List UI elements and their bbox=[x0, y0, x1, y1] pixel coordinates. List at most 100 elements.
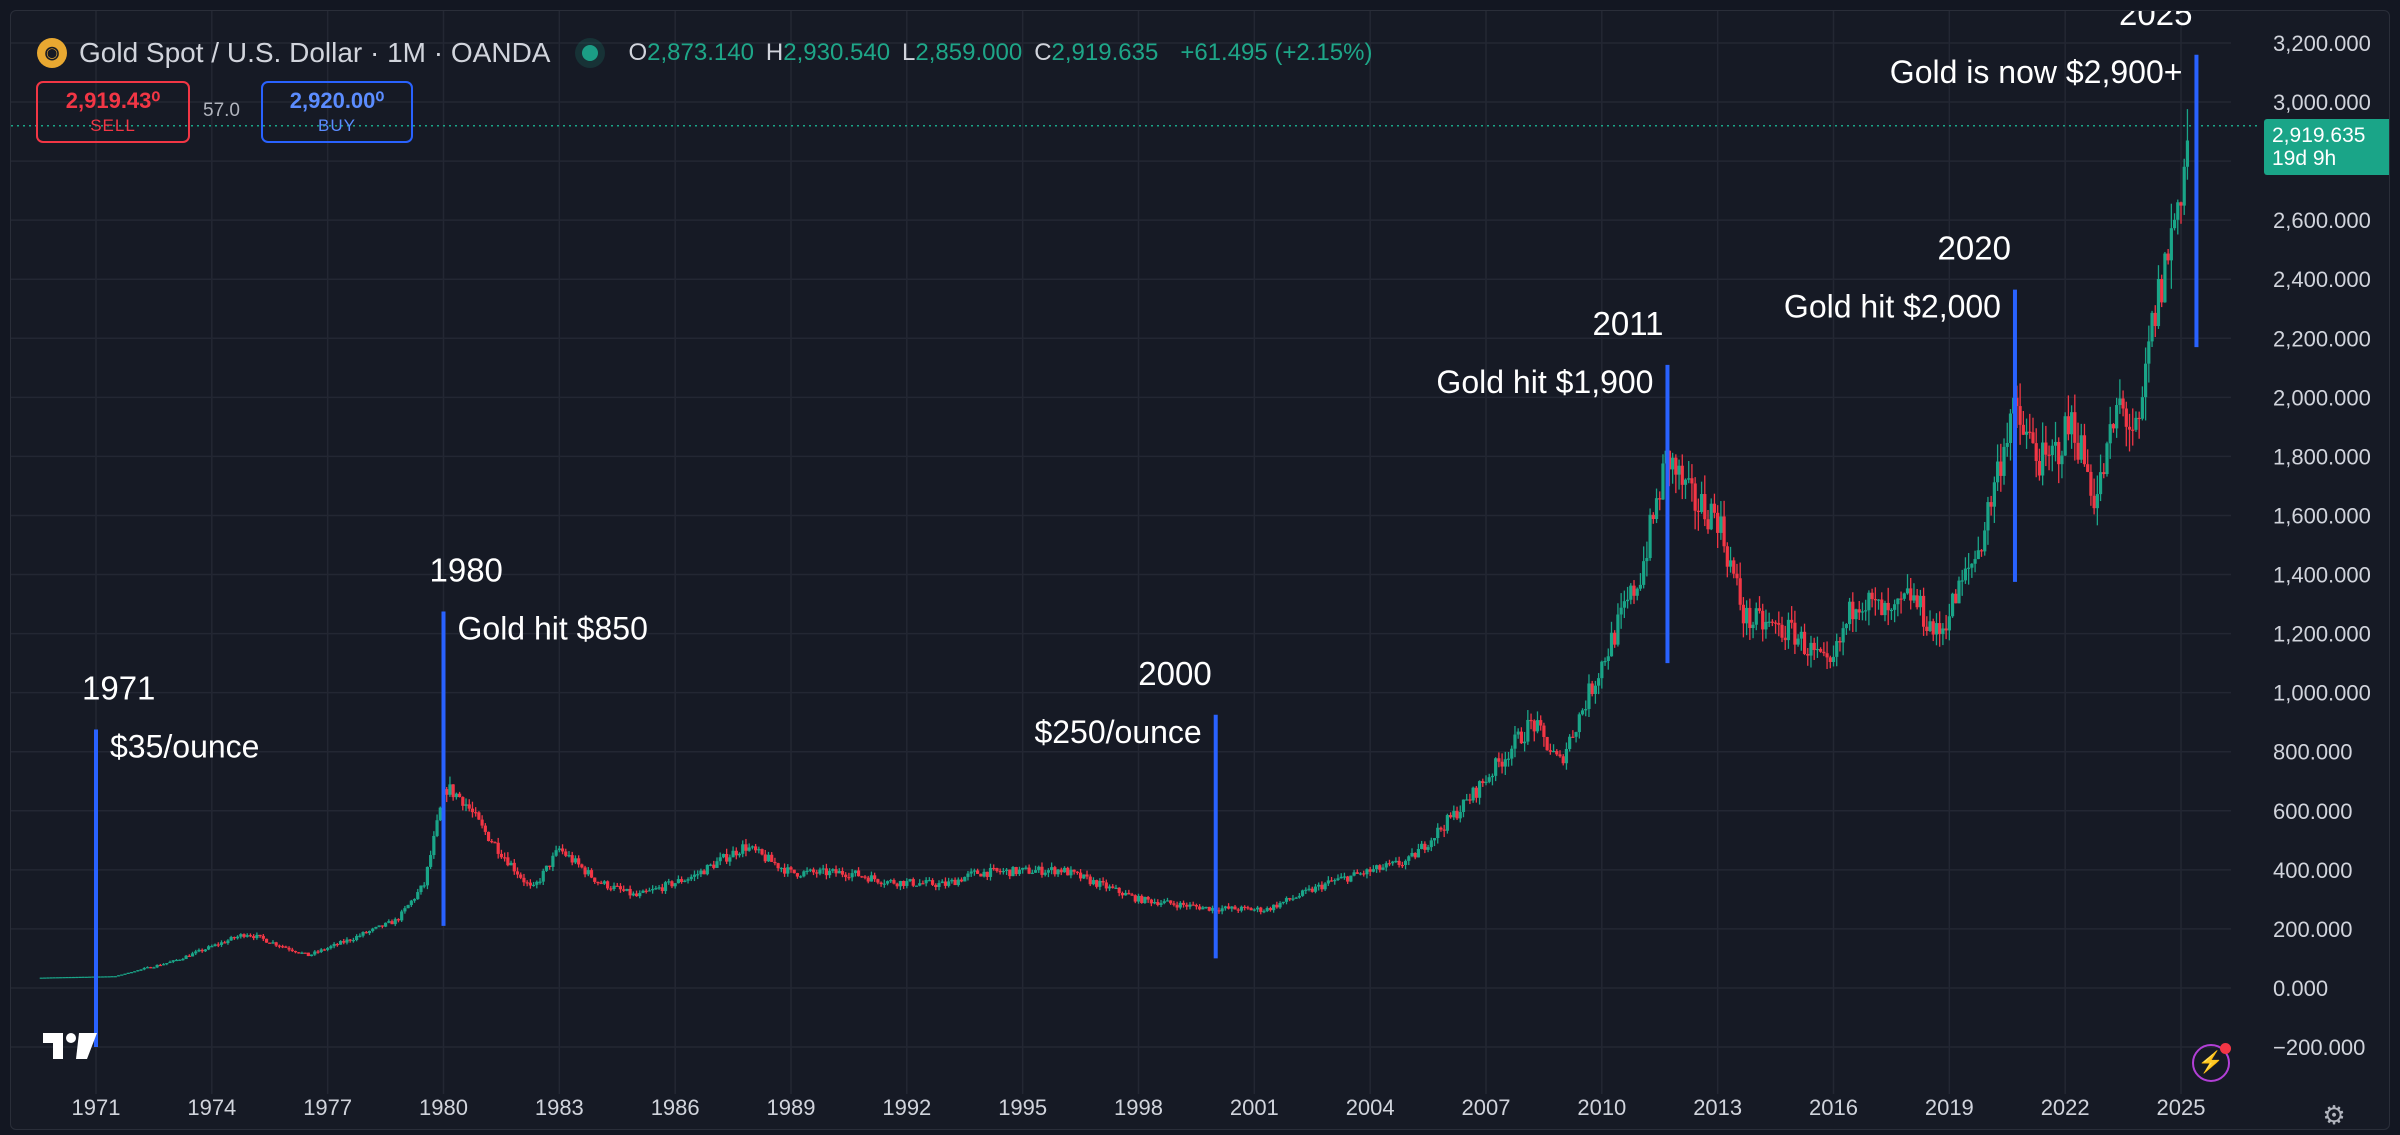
candle-body bbox=[2102, 472, 2106, 475]
candle-body bbox=[1889, 609, 1894, 612]
candle-body bbox=[2002, 446, 2006, 476]
annotations: 1971 $35/ounce 1980 Gold hit $850 2000 $250/o… bbox=[11, 11, 2261, 1047]
candle-body bbox=[1761, 610, 1765, 630]
candle-body bbox=[2160, 278, 2164, 303]
candle-body bbox=[1191, 904, 1195, 906]
candle-body bbox=[1046, 870, 1051, 873]
candle-body bbox=[776, 863, 780, 869]
candle-body bbox=[2070, 412, 2074, 435]
candle-body bbox=[1577, 714, 1581, 733]
candle-body bbox=[1011, 867, 1015, 877]
candle-body bbox=[847, 877, 851, 879]
candle-body bbox=[644, 890, 648, 892]
candle-body bbox=[1220, 908, 1224, 912]
candle-body bbox=[892, 880, 896, 884]
candle-body bbox=[950, 879, 954, 882]
candle-body bbox=[239, 934, 243, 937]
candle-body bbox=[342, 941, 346, 943]
sell-label: SELL bbox=[90, 116, 136, 135]
candle-body bbox=[947, 881, 951, 886]
bolt-icon[interactable]: ⚡ bbox=[2192, 1043, 2231, 1082]
settings-gear-icon[interactable]: ⚙ bbox=[2317, 1098, 2351, 1130]
candle-body bbox=[560, 848, 565, 852]
candle-body bbox=[1777, 623, 1781, 625]
y-tick-label: 200.000 bbox=[2273, 917, 2353, 942]
annotation-caption: Gold hit $2,000 bbox=[1784, 289, 2001, 325]
candle-body bbox=[856, 870, 861, 877]
candle-body bbox=[293, 951, 298, 953]
candle-body bbox=[451, 784, 455, 798]
candle-body bbox=[1024, 867, 1028, 869]
candle-body bbox=[2047, 454, 2051, 456]
open-value: 2,873.140 bbox=[647, 39, 754, 66]
candle-body bbox=[850, 873, 854, 878]
candle-body bbox=[1590, 683, 1594, 694]
candle-body bbox=[1268, 908, 1273, 911]
candle-body bbox=[168, 961, 172, 964]
candle-body bbox=[879, 882, 883, 885]
candle-body bbox=[1053, 867, 1057, 875]
buy-button[interactable]: 2,920.00⁰ BUY bbox=[261, 81, 413, 143]
buy-label: BUY bbox=[318, 116, 356, 135]
candle-body bbox=[998, 870, 1002, 873]
candle-body bbox=[2044, 442, 2048, 455]
candle-body bbox=[1410, 852, 1414, 857]
candle-body bbox=[322, 949, 327, 951]
notification-dot bbox=[2220, 1043, 2231, 1054]
candle-body bbox=[930, 880, 935, 885]
candle-body bbox=[618, 886, 623, 890]
candle-body bbox=[219, 942, 224, 945]
candle-body bbox=[2118, 398, 2122, 406]
candle-body bbox=[161, 964, 166, 966]
candle-body bbox=[914, 885, 919, 887]
price-chart[interactable]: 1971 $35/ounce 1980 Gold hit $850 2000 $250/o… bbox=[11, 11, 2389, 1129]
candle-body bbox=[416, 892, 420, 900]
candle-body bbox=[226, 940, 230, 944]
candle-body bbox=[754, 846, 758, 851]
candle-body bbox=[338, 941, 343, 945]
candle-body bbox=[1291, 898, 1295, 900]
candle-body bbox=[525, 882, 529, 884]
x-tick-label: 2007 bbox=[1462, 1095, 1511, 1120]
candle-body bbox=[390, 921, 394, 925]
candle-body bbox=[1912, 595, 1916, 601]
change-value: +61.495 (+2.15%) bbox=[1180, 39, 1373, 66]
candle-body bbox=[2124, 408, 2128, 427]
candle-body bbox=[599, 882, 603, 884]
candle-body bbox=[1300, 890, 1305, 896]
candle-body bbox=[422, 885, 426, 887]
candle-body bbox=[1523, 741, 1527, 744]
sell-button[interactable]: 2,919.43⁰ SELL bbox=[36, 81, 190, 143]
candle-body bbox=[1967, 567, 1971, 569]
candle-body bbox=[75, 976, 79, 979]
candle-body bbox=[445, 789, 449, 795]
candle-body bbox=[42, 977, 47, 979]
candle-body bbox=[1986, 502, 1990, 531]
candle-body bbox=[1375, 865, 1379, 870]
candle-body bbox=[1754, 608, 1758, 625]
symbol-title[interactable]: Gold Spot / U.S. Dollar · 1M · OANDA bbox=[79, 37, 551, 68]
candle-body bbox=[1796, 638, 1800, 645]
candle-body bbox=[612, 885, 616, 889]
candle-body bbox=[1500, 761, 1504, 767]
candle-body bbox=[2111, 424, 2116, 429]
candle-body bbox=[1786, 619, 1791, 641]
candle-body bbox=[303, 952, 307, 954]
candle-body bbox=[194, 951, 198, 954]
candle-body bbox=[805, 870, 809, 872]
candle-body bbox=[1284, 898, 1289, 902]
candle-body bbox=[882, 883, 886, 885]
candle-body bbox=[557, 848, 561, 851]
tradingview-logo-icon[interactable] bbox=[43, 1031, 99, 1061]
candle-body bbox=[248, 935, 253, 937]
candle-body bbox=[1294, 897, 1298, 899]
candle-body bbox=[1893, 604, 1897, 610]
annotation-caption: Gold is now $2,900+ bbox=[1890, 54, 2183, 90]
spread-value: 57.0 bbox=[203, 100, 240, 121]
candle-body bbox=[1854, 609, 1858, 620]
candle-body bbox=[1014, 867, 1018, 875]
candle-body bbox=[1513, 734, 1517, 749]
candle-body bbox=[1082, 874, 1086, 879]
candle-body bbox=[1651, 514, 1655, 520]
candle-body bbox=[1857, 609, 1861, 613]
